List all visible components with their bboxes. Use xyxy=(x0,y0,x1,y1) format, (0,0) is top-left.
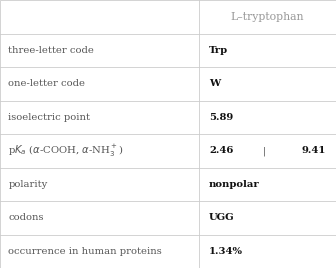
Text: |: | xyxy=(263,146,266,155)
Text: polarity: polarity xyxy=(8,180,48,189)
Text: occurrence in human proteins: occurrence in human proteins xyxy=(8,247,162,256)
Text: three-letter code: three-letter code xyxy=(8,46,94,55)
Text: 5.89: 5.89 xyxy=(209,113,233,122)
Text: 1.34%: 1.34% xyxy=(209,247,243,256)
Text: 2.46: 2.46 xyxy=(209,146,234,155)
Text: 9.41: 9.41 xyxy=(301,146,326,155)
Text: UGG: UGG xyxy=(209,213,235,222)
Text: isoelectric point: isoelectric point xyxy=(8,113,90,122)
Text: Trp: Trp xyxy=(209,46,228,55)
Text: nonpolar: nonpolar xyxy=(209,180,260,189)
Text: p$K_a$ ($\alpha$-COOH, $\alpha$-NH$_3^+$): p$K_a$ ($\alpha$-COOH, $\alpha$-NH$_3^+$… xyxy=(8,143,124,159)
Text: one-letter code: one-letter code xyxy=(8,79,85,88)
Text: codons: codons xyxy=(8,213,44,222)
Text: L–tryptophan: L–tryptophan xyxy=(231,12,304,22)
Text: W: W xyxy=(209,79,220,88)
